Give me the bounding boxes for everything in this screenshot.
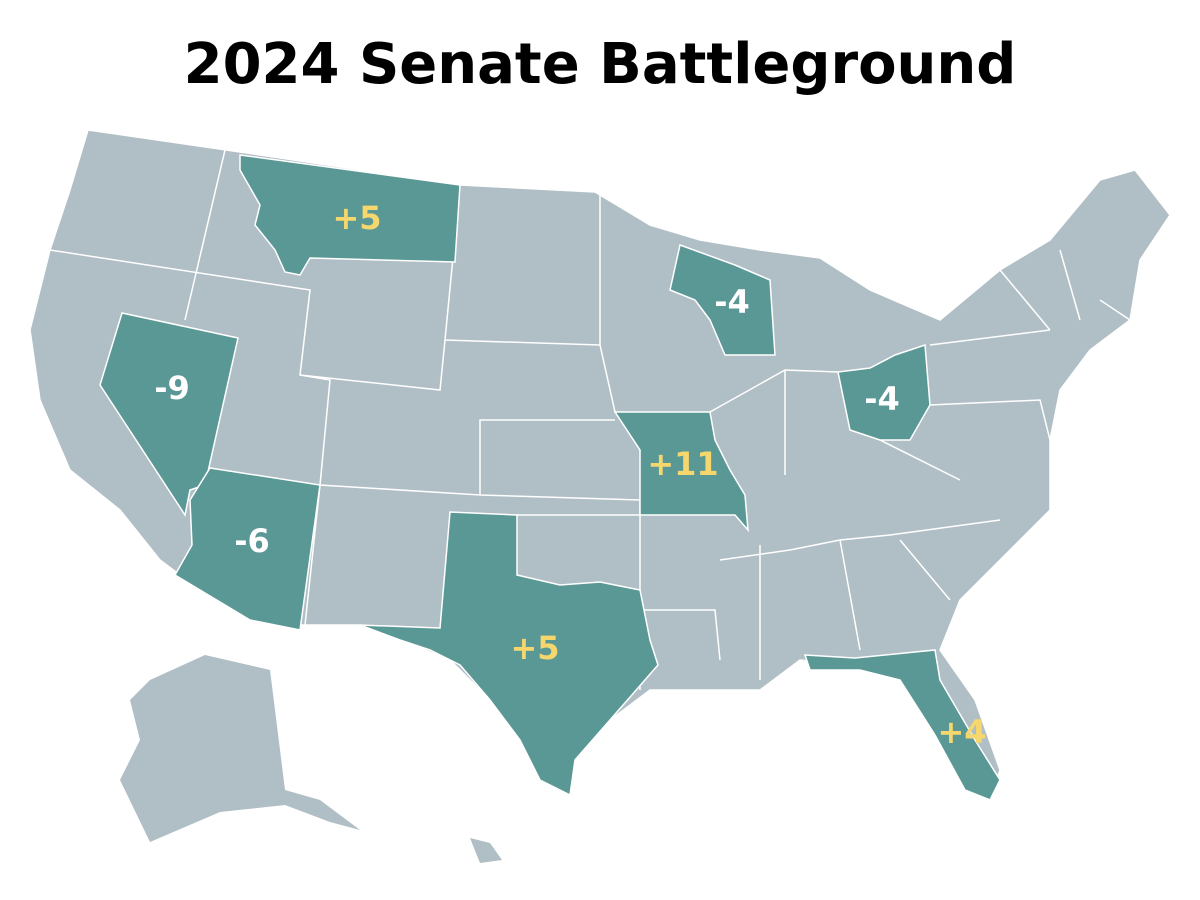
highlighted-state [803,649,1001,801]
alaska [120,655,360,842]
state-label: +4 [937,713,986,751]
state-label: +5 [510,629,559,667]
highlighted-state [613,411,749,533]
state-label: -4 [864,380,900,418]
state-label: -4 [714,283,750,321]
highlighted-state [669,244,776,356]
state-label: +11 [647,445,718,483]
hawaii [470,838,502,863]
highlight-layer [99,154,1001,801]
label-layer: +5 -9 -4 -4 +11 -6 +5 +4 [154,199,986,751]
highlighted-state [359,511,659,797]
highlighted-state [837,343,931,441]
highlighted-state [173,467,321,631]
state-label: +5 [332,199,381,237]
state-label: -6 [234,522,270,560]
state-label: -9 [154,369,190,407]
map-title: 2024 Senate Battleground [184,32,1017,97]
highlighted-state [99,312,239,517]
highlighted-state [239,154,461,276]
